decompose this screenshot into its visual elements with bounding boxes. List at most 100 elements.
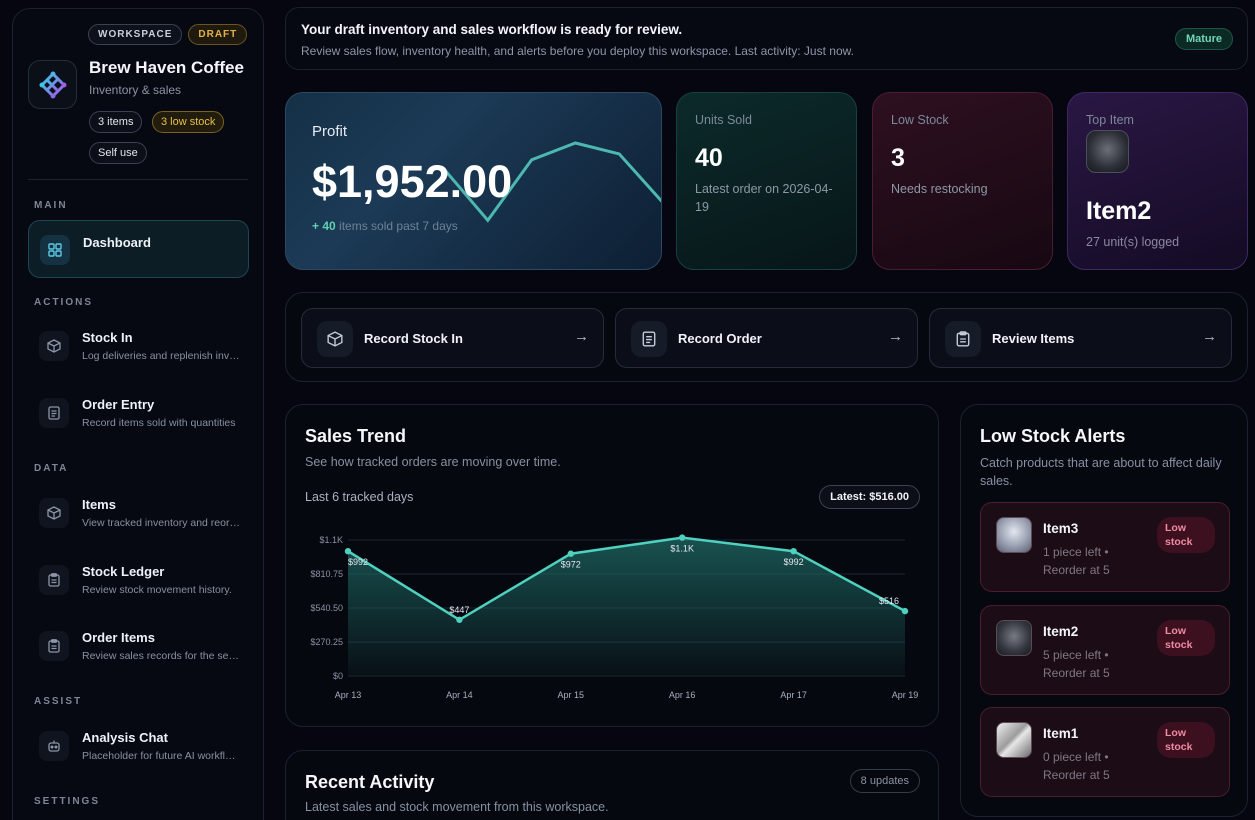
sidebar-item-order-entry[interactable]: Order Entry Record items sold with quant… (28, 384, 249, 442)
top-item-card: Top Item Item2 27 unit(s) logged (1067, 92, 1248, 270)
x-tick-label: Apr 16 (669, 690, 696, 700)
latest-value-badge: Latest: $516.00 (819, 485, 920, 509)
data-label: $516 (879, 596, 899, 606)
box-in-icon (39, 331, 69, 361)
units-sold-detail: Latest order on 2026-04-19 (695, 182, 833, 214)
alert-item-left: 1 piece left • (1043, 545, 1109, 559)
low-stock-badge: Low stock (1157, 620, 1215, 656)
quick-actions: Record Stock In → Record Order → Review … (285, 292, 1248, 382)
low-stock-alerts-subtitle: Catch products that are about to affect … (980, 456, 1222, 488)
alert-item-left: 5 piece left • (1043, 648, 1109, 662)
alert-item-reorder: Reorder at 5 (1043, 563, 1110, 577)
cube-icon (39, 498, 69, 528)
sidebar-item-stock-ledger[interactable]: Stock Ledger Review stock movement histo… (28, 551, 249, 609)
data-point[interactable] (567, 550, 574, 557)
section-main: MAIN (34, 200, 68, 211)
section-assist: ASSIST (34, 696, 83, 707)
grid-icon (40, 235, 70, 265)
review-items-button[interactable]: Review Items → (929, 308, 1232, 368)
data-label: $992 (784, 557, 804, 567)
alert-item-name: Item2 (1043, 624, 1079, 639)
sidebar-item-label: Order Entry (82, 397, 155, 412)
y-tick-label: $0 (333, 671, 343, 681)
clipboard-icon (945, 321, 981, 357)
banner-text: Review sales flow, inventory health, and… (301, 44, 854, 58)
profit-card: Profit $1,952.00 + 40 items sold past 7 … (285, 92, 662, 270)
workspace-badges: WORKSPACE DRAFT (88, 24, 248, 45)
sales-trend-subtitle: See how tracked orders are moving over t… (305, 455, 561, 469)
arrow-right-icon: → (888, 328, 903, 345)
x-tick-label: Apr 17 (780, 690, 807, 700)
sidebar-item-label: Stock Ledger (82, 564, 165, 579)
profit-delta: + 40 items sold past 7 days (312, 219, 458, 233)
data-point[interactable] (344, 547, 352, 555)
data-point[interactable] (679, 534, 686, 541)
profit-delta-text: items sold past 7 days (335, 219, 458, 233)
x-tick-label: Apr 14 (446, 690, 473, 700)
profit-label: Profit (312, 123, 348, 140)
box-in-icon (317, 321, 353, 357)
data-point[interactable] (901, 607, 909, 615)
recent-activity-title: Recent Activity (305, 772, 435, 792)
sidebar-item-order-items[interactable]: Order Items Review sales records for the… (28, 617, 249, 675)
alert-item-reorder: Reorder at 5 (1043, 666, 1110, 680)
self-use-tag: Self use (89, 142, 147, 164)
data-point[interactable] (790, 547, 797, 555)
section-settings: SETTINGS (34, 796, 101, 807)
data-label: $992 (348, 557, 368, 567)
recent-activity-panel: Recent Activity Latest sales and stock m… (285, 750, 939, 820)
brand-name: Brew Haven Coffee (89, 58, 244, 77)
section-actions: ACTIONS (34, 297, 93, 308)
data-point[interactable] (456, 616, 463, 623)
sidebar-item-label: Dashboard (83, 235, 151, 250)
document-icon (631, 321, 667, 357)
sidebar-item-stock-in[interactable]: Stock In Log deliveries and replenish in… (28, 317, 249, 375)
brand-subtitle: Inventory & sales (89, 83, 182, 97)
alert-card[interactable]: Item2 5 piece left • Reorder at 5 Low st… (980, 605, 1230, 695)
x-tick-label: Apr 19 (892, 690, 919, 700)
updates-count-badge: 8 updates (849, 769, 920, 793)
sales-area (348, 537, 905, 676)
alert-card[interactable]: Item1 0 piece left • Reorder at 5 Low st… (980, 707, 1230, 797)
item-image (996, 620, 1032, 656)
sidebar-item-description: Record items sold with quantities (82, 417, 236, 429)
action-label: Record Order (678, 331, 762, 346)
x-tick-label: Apr 13 (335, 690, 362, 700)
alert-card[interactable]: Item3 1 piece left • Reorder at 5 Low st… (980, 502, 1230, 592)
arrow-right-icon: → (574, 328, 589, 345)
review-banner: Your draft inventory and sales workflow … (285, 7, 1248, 70)
profit-sparkline (442, 141, 661, 223)
sales-trend-chart: $0 $270.25 $540.50 $810.75 $1.1K $992 Apr 13 $4… (310, 534, 919, 700)
top-item-image (1086, 130, 1129, 173)
low-stock-detail: Needs restocking (891, 182, 988, 196)
sidebar-item-label: Stock In (82, 330, 133, 345)
units-sold-card: Units Sold 40 Latest order on 2026-04-19 (676, 92, 857, 270)
items-count-tag: 3 items (89, 111, 143, 133)
low-stock-alerts-panel: Low Stock Alerts Catch products that are… (960, 404, 1248, 817)
brand-logo-icon (28, 60, 77, 109)
sidebar-item-description: Placeholder for future AI workflows (82, 750, 240, 762)
y-tick-label: $1.1K (319, 535, 343, 545)
alert-item-name: Item3 (1043, 521, 1079, 536)
sidebar-item-label: Order Items (82, 630, 155, 645)
y-tick-label: $270.25 (310, 637, 343, 647)
record-order-button[interactable]: Record Order → (615, 308, 918, 368)
top-item-name: Item2 (1086, 197, 1152, 225)
sidebar-item-analysis-chat[interactable]: Analysis Chat Placeholder for future AI … (28, 717, 249, 775)
robot-icon (39, 731, 69, 761)
low-stock-badge: Low stock (1157, 517, 1215, 553)
units-sold-label: Units Sold (695, 113, 752, 127)
sales-line (347, 536, 906, 622)
profit-value: $1,952.00 (312, 156, 513, 207)
sidebar-item-dashboard[interactable]: Dashboard (28, 220, 249, 278)
document-icon (39, 398, 69, 428)
status-badge: Mature (1174, 28, 1233, 50)
sparkline-line (442, 141, 661, 223)
top-item-detail: 27 unit(s) logged (1086, 235, 1180, 249)
data-label: $1.1K (670, 544, 694, 554)
clipboard-icon (39, 631, 69, 661)
action-label: Review Items (992, 331, 1075, 346)
record-stock-in-button[interactable]: Record Stock In → (301, 308, 604, 368)
units-sold-value: 40 (695, 144, 723, 172)
sidebar-item-items[interactable]: Items View tracked inventory and reorder… (28, 484, 249, 542)
